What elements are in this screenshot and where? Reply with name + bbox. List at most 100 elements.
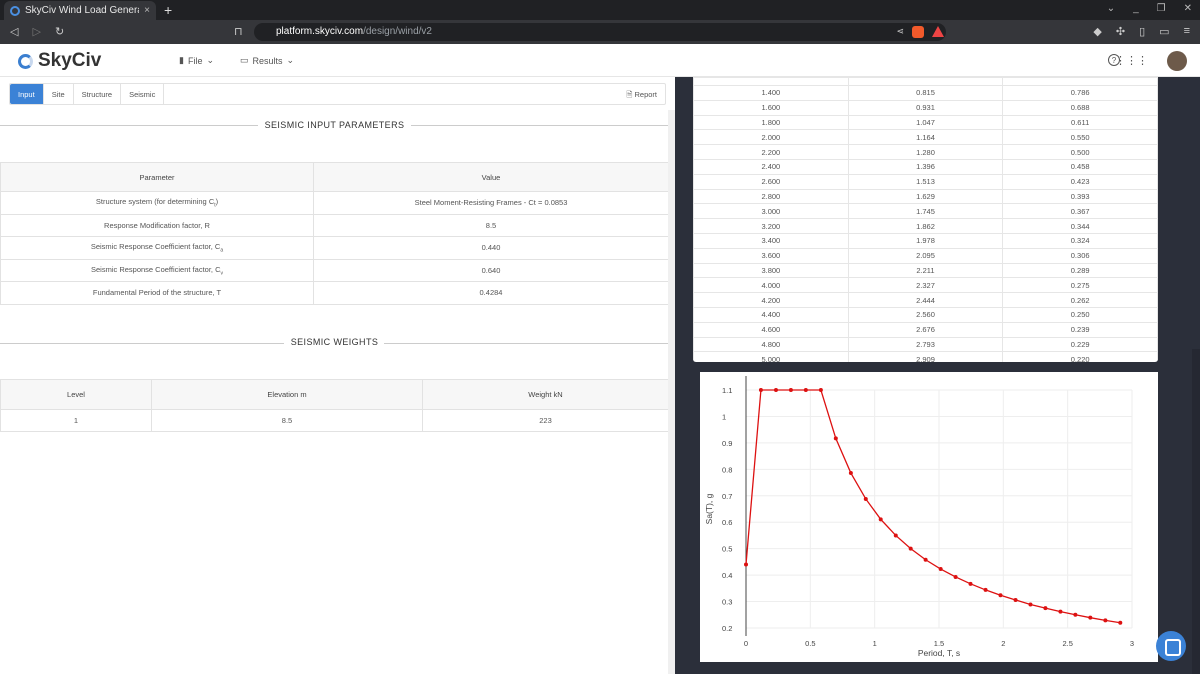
chart-svg: 0.2 0.3 0.4 0.5 0.6 0.7 0.8 0.9 1 1.1 0 0.5 1 1.5 2 2.5… bbox=[704, 376, 1134, 658]
chevron-down-icon: ⌄ bbox=[206, 55, 215, 65]
data-point bbox=[983, 587, 988, 592]
skyciv-logo-icon bbox=[18, 53, 33, 69]
table-cell: 1.862 bbox=[847, 218, 1004, 234]
divider bbox=[384, 343, 669, 344]
spectrum-table-container[interactable]: 1.400 0.815 0.786 1.600 0.931 0.688 1.800 1.047… bbox=[693, 77, 1158, 362]
table-cell bbox=[1002, 77, 1158, 86]
apps-grid-icon[interactable]: ⋮⋮⋮ bbox=[1115, 55, 1148, 67]
data-point bbox=[893, 533, 898, 538]
table-cell: 0.931 bbox=[847, 99, 1004, 116]
data-point bbox=[1043, 606, 1048, 611]
table-cell: 2.560 bbox=[847, 306, 1004, 323]
table-cell: 1.600 bbox=[693, 99, 849, 116]
table-cell: 1.745 bbox=[847, 203, 1004, 220]
table-row: 1.600 0.931 0.688 bbox=[693, 99, 1158, 116]
value-cell: 0.640 bbox=[313, 258, 669, 282]
y-tick-label: 1.1 bbox=[722, 386, 732, 395]
results-menu[interactable]: ▭ Results ⌄ bbox=[240, 55, 294, 66]
table-row: 2.400 1.396 0.458 bbox=[693, 158, 1158, 175]
table-cell: 1.513 bbox=[847, 173, 1004, 190]
tab-site[interactable]: Site bbox=[44, 84, 74, 104]
table-cell: 2.200 bbox=[693, 144, 849, 160]
forward-icon[interactable]: ▷ bbox=[32, 26, 41, 38]
data-point bbox=[1028, 602, 1033, 607]
share-icon[interactable]: ⋖ bbox=[896, 26, 904, 36]
restore-icon[interactable]: ❐ bbox=[1156, 3, 1166, 14]
brave-shield-icon[interactable] bbox=[912, 26, 924, 38]
table-row: 2.200 1.280 0.500 bbox=[693, 144, 1158, 160]
help-icon[interactable]: ? bbox=[1108, 54, 1120, 66]
table-cell: 1.047 bbox=[847, 114, 1004, 131]
response-spectrum-chart[interactable]: 0.2 0.3 0.4 0.5 0.6 0.7 0.8 0.9 1 1.1 0 0.5 1 1.5 2 2.5… bbox=[700, 372, 1158, 662]
table-row: 3.800 2.211 0.289 bbox=[693, 262, 1158, 279]
tab-structure[interactable]: Structure bbox=[74, 84, 122, 104]
brave-rewards-icon[interactable] bbox=[932, 26, 944, 37]
data-point bbox=[1013, 597, 1018, 602]
table-cell: 2.211 bbox=[847, 262, 1004, 279]
series-line bbox=[745, 389, 1121, 624]
puzzle-icon[interactable]: ✣ bbox=[1115, 26, 1126, 38]
response-spectrum-table: 1.400 0.815 0.786 1.600 0.931 0.688 1.800 1.047… bbox=[693, 77, 1158, 362]
results-panel: 1.400 0.815 0.786 1.600 0.931 0.688 1.800 1.047… bbox=[675, 77, 1200, 674]
data-point bbox=[848, 471, 853, 476]
address-bar[interactable]: platform.skyciv.com/design/wind/v2 bbox=[254, 23, 946, 41]
back-icon[interactable]: ◁ bbox=[10, 26, 19, 38]
table-cell: 2.327 bbox=[847, 277, 1004, 294]
table-cell: 1.629 bbox=[847, 188, 1004, 205]
table-row: 1.800 1.047 0.611 bbox=[693, 114, 1158, 131]
tab-search-icon[interactable]: ⌄ bbox=[1106, 3, 1116, 14]
data-point bbox=[758, 388, 763, 392]
table-cell: 1.396 bbox=[847, 158, 1004, 175]
extension-icon[interactable]: ◆ bbox=[1093, 26, 1102, 38]
browser-menu-icon[interactable]: ≡ bbox=[1183, 25, 1190, 37]
table-row: 3.200 1.862 0.344 bbox=[693, 218, 1158, 234]
table-cell: 3.600 bbox=[693, 247, 849, 264]
avatar[interactable] bbox=[1167, 51, 1187, 71]
table-row: Structure system (for determining Ct) St… bbox=[0, 191, 669, 215]
y-tick-label: 0.5 bbox=[722, 545, 732, 554]
app-header: SkyCiv ▮ File ⌄ ▭ Results ⌄ ? ⋮⋮⋮ bbox=[0, 44, 1200, 77]
reload-icon[interactable]: ↻ bbox=[54, 26, 65, 38]
report-button[interactable]: 🗎 Report bbox=[626, 84, 657, 105]
browser-tab[interactable]: SkyCiv Wind Load Generat × bbox=[4, 1, 156, 20]
skyciv-logo[interactable]: SkyCiv bbox=[18, 50, 101, 72]
sidebar-icon[interactable]: ▯ bbox=[1139, 26, 1146, 38]
table-cell: 2.793 bbox=[847, 336, 1004, 353]
y-tick-label: 0.4 bbox=[722, 571, 732, 580]
data-point bbox=[744, 562, 748, 567]
file-menu[interactable]: ▮ File ⌄ bbox=[179, 55, 214, 66]
data-point bbox=[968, 581, 973, 586]
column-header: Value bbox=[313, 162, 669, 192]
table-cell: 4.400 bbox=[693, 306, 849, 323]
left-scrollbar[interactable] bbox=[668, 110, 675, 674]
chat-support-button[interactable] bbox=[1156, 631, 1186, 661]
minimize-icon[interactable]: _ bbox=[1133, 3, 1139, 14]
table-cell: 0.239 bbox=[1002, 321, 1158, 338]
value-cell: Steel Moment-Resisting Frames - Ct = 0.0… bbox=[313, 191, 669, 215]
table-cell: 4.200 bbox=[693, 292, 849, 308]
table-row: Seismic Response Coefficient factor, Ca … bbox=[0, 236, 669, 260]
column-header: Weight kN bbox=[422, 379, 669, 410]
tab-seismic[interactable]: Seismic bbox=[121, 84, 165, 104]
table-row: 5.000 2.909 0.220 bbox=[693, 351, 1158, 362]
x-axis-label: Period, T, s bbox=[918, 648, 960, 658]
close-window-icon[interactable]: ✕ bbox=[1183, 3, 1192, 14]
data-point bbox=[1088, 615, 1093, 620]
table-cell: 1.978 bbox=[847, 232, 1004, 249]
table-row: 3.600 2.095 0.306 bbox=[693, 247, 1158, 264]
table-cell: 2.000 bbox=[693, 129, 849, 146]
right-scrollbar[interactable] bbox=[1192, 349, 1200, 674]
tab-input[interactable]: Input bbox=[10, 84, 44, 104]
bookmark-icon[interactable]: ⊓ bbox=[234, 26, 243, 38]
data-point bbox=[878, 517, 883, 522]
data-point bbox=[908, 546, 913, 551]
y-tick-label: 0.3 bbox=[722, 598, 732, 607]
file-menu-label: File bbox=[187, 55, 203, 66]
new-tab-button[interactable]: + bbox=[164, 2, 173, 18]
table-cell: 0.367 bbox=[1002, 203, 1158, 220]
level-cell: 1 bbox=[0, 409, 152, 432]
tab-close-icon[interactable]: × bbox=[144, 5, 150, 16]
monitor-icon: ▭ bbox=[240, 55, 249, 65]
data-point bbox=[938, 567, 943, 572]
wallet-icon[interactable]: ▭ bbox=[1159, 26, 1170, 38]
